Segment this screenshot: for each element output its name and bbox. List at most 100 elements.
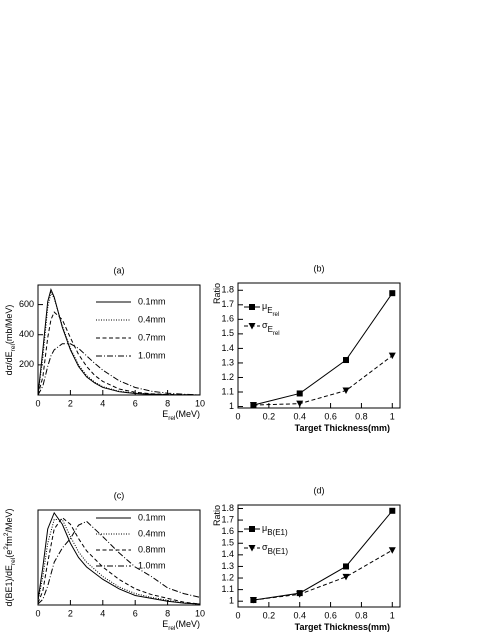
series-line <box>37 516 201 605</box>
series-line <box>37 511 201 605</box>
legend-sub: B(E1) <box>267 528 288 537</box>
x-tick-label: 2 <box>68 398 73 408</box>
y-tick-label: 1.5 <box>221 538 234 548</box>
legend-label: 0.4mm <box>138 528 166 538</box>
series-line <box>37 311 201 396</box>
legend-label: 0.1mm <box>138 296 166 306</box>
x-tick-label: 2 <box>68 608 73 618</box>
marker <box>296 390 303 397</box>
y-tick-label: 1.1 <box>221 386 234 396</box>
legend-label: σB(E1) <box>262 542 288 556</box>
marker <box>388 352 396 360</box>
x-tick-label: 8 <box>165 608 170 618</box>
y-axis-title: Ratio <box>212 505 222 526</box>
label-part: rel <box>168 415 176 422</box>
x-tick-label: 0.6 <box>324 610 337 620</box>
label-part: E <box>162 409 168 419</box>
x-tick-label: 0.8 <box>355 411 368 421</box>
y-tick-label: 1.8 <box>221 503 234 513</box>
marker <box>249 402 257 409</box>
x-tick-label: 8 <box>165 398 170 408</box>
panel-label: (b) <box>314 263 325 273</box>
x-tick-label: 4 <box>100 398 105 408</box>
legend-name: μ <box>262 523 267 533</box>
marker <box>249 526 255 532</box>
plot-frame <box>37 284 201 396</box>
label-part: rel <box>10 557 17 565</box>
legend-label: 1.0mm <box>138 350 166 360</box>
x-axis-title: Erel(MeV) <box>162 619 200 631</box>
plot-frame <box>237 282 401 409</box>
y-axis-title: Ratio <box>212 283 222 304</box>
legend-name: σ <box>262 542 268 552</box>
legend-label: μB(E1) <box>262 523 288 537</box>
label-part: Ratio <box>212 283 222 304</box>
y-tick-label: 1.5 <box>221 328 234 338</box>
y-tick-label: 1 <box>229 596 234 606</box>
x-tick-label: 0.4 <box>293 610 306 620</box>
y-tick-label: 200 <box>19 359 34 369</box>
series-line <box>37 343 201 396</box>
label-part: (MeV) <box>176 619 201 629</box>
label-part: fm <box>4 536 14 546</box>
y-tick-label: 1.6 <box>221 526 234 536</box>
label-part: rel <box>10 344 17 352</box>
x-tick-label: 1 <box>390 411 395 421</box>
label-part: E <box>162 619 168 629</box>
y-tick-label: 1.3 <box>221 561 234 571</box>
legend-label: 1.0mm <box>138 560 166 570</box>
marker <box>389 290 396 297</box>
y-tick-label: 1.7 <box>221 299 234 309</box>
panel-label: (d) <box>314 485 325 495</box>
x-tick-label: 6 <box>133 608 138 618</box>
x-tick-label: 0 <box>35 398 40 408</box>
marker <box>296 591 304 598</box>
x-axis-title: Erel(MeV) <box>162 409 200 421</box>
y-axis-title: dσ/dErel(mb/MeV) <box>4 305 16 376</box>
legend-sub: B(E1) <box>268 547 289 556</box>
y-tick-label: 1.2 <box>221 572 234 582</box>
marker <box>342 573 350 581</box>
y-tick-label: 600 <box>19 299 34 309</box>
label-part: Target Thickness(mm) <box>295 423 390 433</box>
marker <box>343 563 349 570</box>
legend-label: μErel <box>262 301 279 317</box>
legend-sub: E <box>267 306 272 315</box>
x-tick-label: 0 <box>235 610 240 620</box>
x-tick-label: 0.2 <box>263 610 276 620</box>
label-part: d(BE1)/dE <box>4 565 14 607</box>
series-line <box>37 519 201 605</box>
y-axis-title: d(BE1)/dErel(e2fm2/MeV) <box>3 508 17 606</box>
y-tick-label: 1.7 <box>221 514 234 524</box>
y-tick-label: 1.2 <box>221 372 234 382</box>
y-tick-label: 1.8 <box>221 285 234 295</box>
x-tick-label: 0 <box>235 411 240 421</box>
y-tick-label: 400 <box>19 329 34 339</box>
label-part: (MeV) <box>176 409 201 419</box>
panel-label: (a) <box>114 265 125 275</box>
x-tick-label: 4 <box>100 608 105 618</box>
x-tick-label: 0 <box>35 608 40 618</box>
y-tick-label: 1 <box>229 401 234 411</box>
marker <box>296 400 304 408</box>
label-part: (mb/MeV) <box>4 305 14 345</box>
label-part: rel <box>168 625 176 632</box>
label-part: Ratio <box>212 505 222 526</box>
legend-label: 0.7mm <box>138 332 166 342</box>
marker <box>249 304 255 310</box>
x-axis-title: Target Thickness(mm) <box>295 423 390 433</box>
label-part: Target Thickness(mm) <box>295 622 390 632</box>
y-tick-label: 1.4 <box>221 343 234 353</box>
legend-label: 0.8mm <box>138 544 166 554</box>
legend-sub: rel <box>273 331 280 337</box>
x-tick-label: 0.4 <box>293 411 306 421</box>
y-tick-label: 1.1 <box>221 584 234 594</box>
y-tick-label: 1.6 <box>221 314 234 324</box>
series-line <box>37 291 201 396</box>
x-tick-label: 0.2 <box>263 411 276 421</box>
series-line <box>253 510 393 601</box>
series-line <box>253 355 393 406</box>
series-line <box>253 292 393 406</box>
x-tick-label: 0.8 <box>355 610 368 620</box>
legend-name: μ <box>262 301 267 311</box>
